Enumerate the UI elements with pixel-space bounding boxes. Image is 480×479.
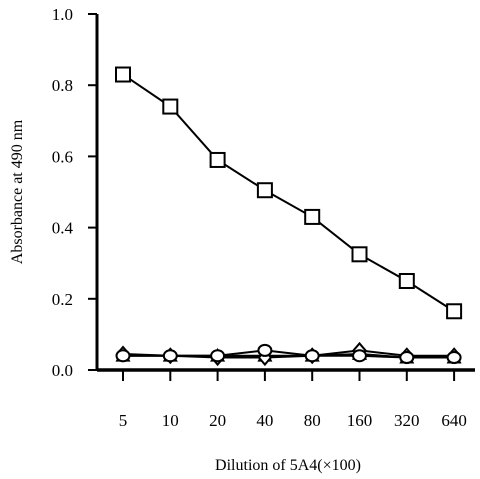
- x-axis-title: Dilution of 5A4(×100): [215, 457, 361, 474]
- x-tick-label: 20: [209, 411, 226, 430]
- y-tick-label: 1.0: [52, 5, 73, 24]
- square-marker: [351, 246, 368, 263]
- square-marker: [115, 66, 131, 83]
- axes: [95, 14, 475, 372]
- y-axis-title: Absorbance at 490 nm: [9, 119, 26, 264]
- series-line-triangle: [123, 352, 455, 359]
- x-tick-label: 10: [162, 411, 179, 430]
- circle-marker: [352, 349, 367, 363]
- series-lines: [122, 73, 455, 359]
- square-marker: [304, 208, 321, 225]
- circle-marker: [162, 349, 178, 363]
- square-marker: [446, 303, 463, 320]
- x-ticks: 5 10 20 40 80 160 320 640: [119, 370, 467, 430]
- x-tick-label: 640: [441, 411, 467, 430]
- circle-marker: [115, 349, 131, 363]
- square-marker: [209, 151, 226, 168]
- x-tick-label: 80: [304, 411, 321, 430]
- square-marker: [256, 182, 273, 199]
- x-tick-label: 320: [394, 411, 420, 430]
- circle-marker: [446, 351, 462, 365]
- y-tick-label: 0.8: [52, 76, 73, 95]
- y-ticks: 0.0 0.2 0.4 0.6 0.8 1.0: [52, 5, 97, 380]
- x-tick-label: 160: [347, 411, 373, 430]
- y-tick-label: 0.2: [52, 290, 73, 309]
- y-tick-label: 0.6: [52, 147, 73, 166]
- x-tick-label: 40: [256, 411, 273, 430]
- y-tick-label: 0.0: [52, 361, 73, 380]
- circle-marker: [304, 349, 320, 363]
- series-markers: [115, 66, 463, 367]
- circle-marker: [257, 343, 273, 357]
- circle-marker: [210, 349, 226, 363]
- x-tick-label: 5: [119, 411, 128, 430]
- circle-marker: [399, 351, 415, 365]
- square-marker: [162, 98, 179, 115]
- y-tick-label: 0.4: [52, 219, 74, 238]
- square-marker: [398, 273, 415, 289]
